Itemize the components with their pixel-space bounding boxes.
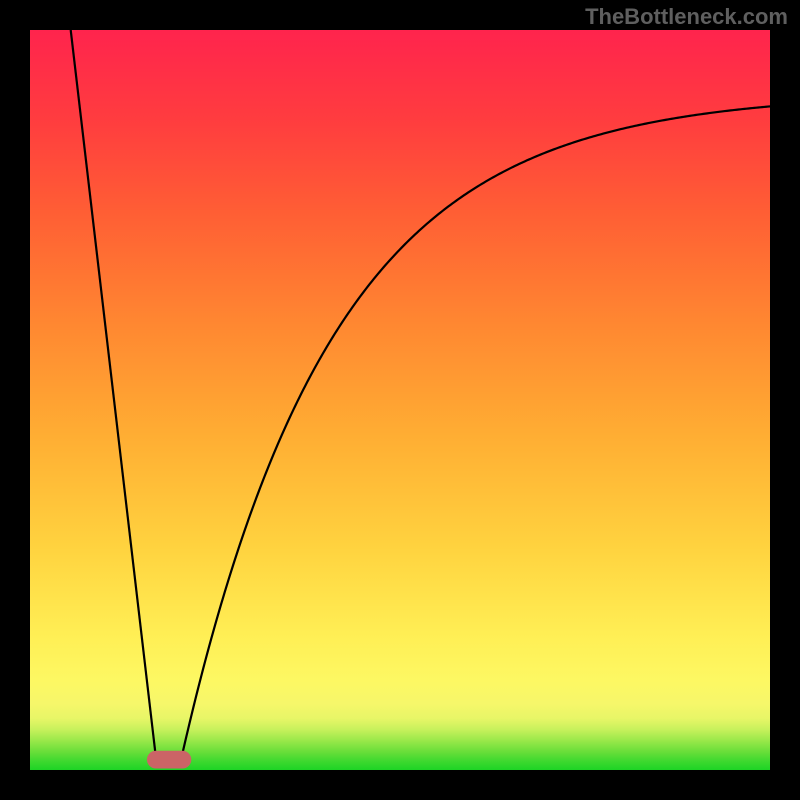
bottleneck-chart	[0, 0, 800, 800]
bottleneck-marker	[147, 751, 191, 769]
gradient-background	[30, 30, 770, 770]
watermark-text: TheBottleneck.com	[585, 4, 788, 30]
chart-container: TheBottleneck.com	[0, 0, 800, 800]
